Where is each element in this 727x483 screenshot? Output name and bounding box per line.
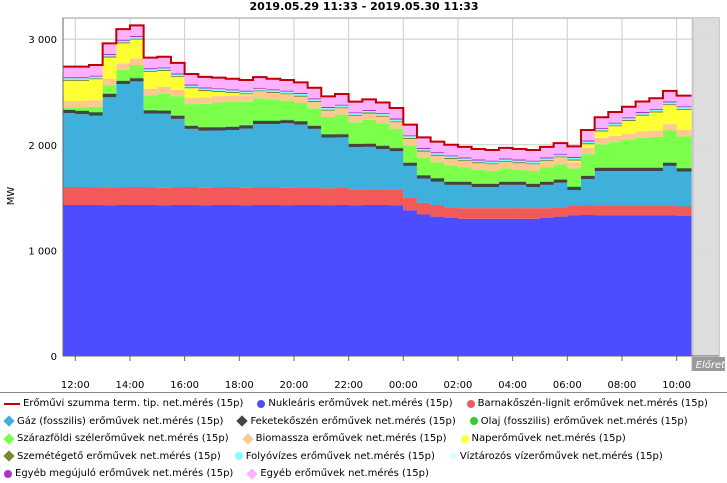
legend-item: Naperőművek net.mérés (15p) <box>460 433 626 445</box>
x-tick-label: 00:00 <box>389 380 418 391</box>
legend-row: Szemétégető erőművek net.mérés (15p) Foly… <box>3 448 727 466</box>
legend-row: Erőművi szumma term. tip. net.mérés (15p… <box>4 395 727 413</box>
forecast-region: Előret <box>691 18 726 371</box>
legend-line-swatch <box>4 402 20 405</box>
legend-item: Olaj (fosszilis) erőművek net.mérés (15p… <box>469 415 688 427</box>
legend-label: Gáz (fosszilis) erőművek net.mérés (15p) <box>17 415 224 427</box>
legend-row: Szárazföldi szélerőművek net.mérés (15p)… <box>3 430 727 448</box>
chart-title: 2019.05.29 11:33 - 2019.05.30 11:33 <box>249 0 478 13</box>
x-tick-label: 14:00 <box>116 380 145 391</box>
forecast-divider <box>691 18 694 356</box>
legend-label: Feketekőszén erőművek net.mérés (15p) <box>250 415 456 427</box>
series-area-1 <box>63 187 692 219</box>
legend-marker-swatch <box>246 468 258 480</box>
x-tick-label: 02:00 <box>444 380 473 391</box>
forecast-shade <box>691 18 719 356</box>
forecast-label: Előret <box>696 359 726 371</box>
legend-label: Egyéb megújuló erőművek net.mérés (15p) <box>15 468 234 480</box>
legend-marker-swatch <box>460 434 469 443</box>
x-tick-label: 12:00 <box>61 380 90 391</box>
series-area-2 <box>63 81 692 209</box>
y-tick-label: 1 000 <box>28 246 57 257</box>
legend-label: Barnakőszén-lignit erőművek net.mérés (1… <box>477 398 708 410</box>
axis-layer: 0 1 000 2 000 3 000 12:00 14:00 16:00 18:00 20:0… <box>28 18 719 391</box>
legend-label: Nukleáris erőművek net.mérés (15p) <box>268 398 453 410</box>
y-tick-label: 2 000 <box>28 141 57 152</box>
x-tick-label: 16:00 <box>170 380 199 391</box>
y-tick-label: 3 000 <box>28 35 57 46</box>
legend-item: Biomassza erőművek net.mérés (15p) <box>241 433 447 445</box>
x-tick-label: 06:00 <box>553 380 582 391</box>
series-areas <box>63 25 692 356</box>
y-axis-label: MW <box>6 187 17 206</box>
legend-marker-swatch <box>3 433 15 445</box>
total-line-layer <box>63 24 692 152</box>
legend-marker-swatch <box>4 469 12 478</box>
legend-label: Olaj (fosszilis) erőművek net.mérés (15p… <box>480 415 688 427</box>
x-tick-label: 10:00 <box>662 380 691 391</box>
legend-item: Barnakőszén-lignit erőművek net.mérés (1… <box>466 398 708 410</box>
legend-item: Víztározós vízerőművek net.mérés (15p) <box>448 450 663 462</box>
series-area-0 <box>63 204 692 356</box>
x-tick-label: 20:00 <box>280 380 309 391</box>
legend-item: Szárazföldi szélerőművek net.mérés (15p) <box>3 433 229 445</box>
legend-label: Erőművi szumma term. tip. net.mérés (15p… <box>23 398 244 410</box>
legend-item: Egyéb megújuló erőművek net.mérés (15p) <box>4 468 233 479</box>
legend-marker-swatch <box>448 452 457 461</box>
legend-item: Szemétégető erőművek net.mérés (15p) <box>3 450 221 462</box>
legend-marker-swatch <box>3 415 15 427</box>
legend-item: Gáz (fosszilis) erőművek net.mérés (15p) <box>3 415 224 427</box>
series-area-7 <box>63 39 692 165</box>
legend-label: Szárazföldi szélerőművek net.mérés (15p) <box>17 433 229 445</box>
legend-marker-swatch <box>257 399 266 408</box>
legend-label: Egyéb erőművek net.mérés (15p) <box>260 468 429 480</box>
legend-marker-swatch <box>466 399 475 408</box>
legend-label: Víztározós vízerőművek net.mérés (15p) <box>459 450 663 462</box>
legend-item: Egyéb erőművek net.mérés (15p) <box>246 468 429 480</box>
legend-label: Biomassza erőművek net.mérés (15p) <box>255 433 447 445</box>
y-tick-label: 0 <box>51 352 57 363</box>
legend-label: Naperőművek net.mérés (15p) <box>471 433 626 445</box>
legend-label: Szemétégető erőművek net.mérés (15p) <box>17 450 221 462</box>
x-tick-label: 18:00 <box>225 380 254 391</box>
legend-item: Feketekőszén erőművek net.mérés (15p) <box>236 415 456 427</box>
legend-label: Folyóvízes erőművek net.mérés (15p) <box>245 450 435 462</box>
legend-row: Gáz (fosszilis) erőművek net.mérés (15p)… <box>3 413 727 431</box>
legend-marker-swatch <box>241 433 254 445</box>
x-tick-label: 04:00 <box>498 380 527 391</box>
series-area-5 <box>63 65 692 187</box>
legend-item: Folyóvízes erőművek net.mérés (15p) <box>234 450 435 462</box>
legend-marker-swatch <box>469 417 478 426</box>
legend-marker-swatch <box>236 415 249 427</box>
legend-marker-swatch <box>234 452 243 461</box>
stacked-area-chart: 2019.05.29 11:33 - 2019.05.30 11:33 MW E… <box>6 0 726 391</box>
legend-marker-swatch <box>3 450 15 462</box>
legend-item: Erőművi szumma term. tip. net.mérés (15p… <box>4 398 243 409</box>
x-tick-label: 22:00 <box>334 380 363 391</box>
forecast-label-box <box>691 357 725 371</box>
x-tick-label: 08:00 <box>608 380 637 391</box>
legend-item: Nukleáris erőművek net.mérés (15p) <box>257 398 453 410</box>
total-line <box>63 24 692 152</box>
series-area-12 <box>63 25 692 161</box>
legend-row: Egyéb megújuló erőművek net.mérés (15p) E… <box>4 465 727 483</box>
chart-legend: Erőművi szumma term. tip. net.mérés (15p… <box>0 392 727 480</box>
